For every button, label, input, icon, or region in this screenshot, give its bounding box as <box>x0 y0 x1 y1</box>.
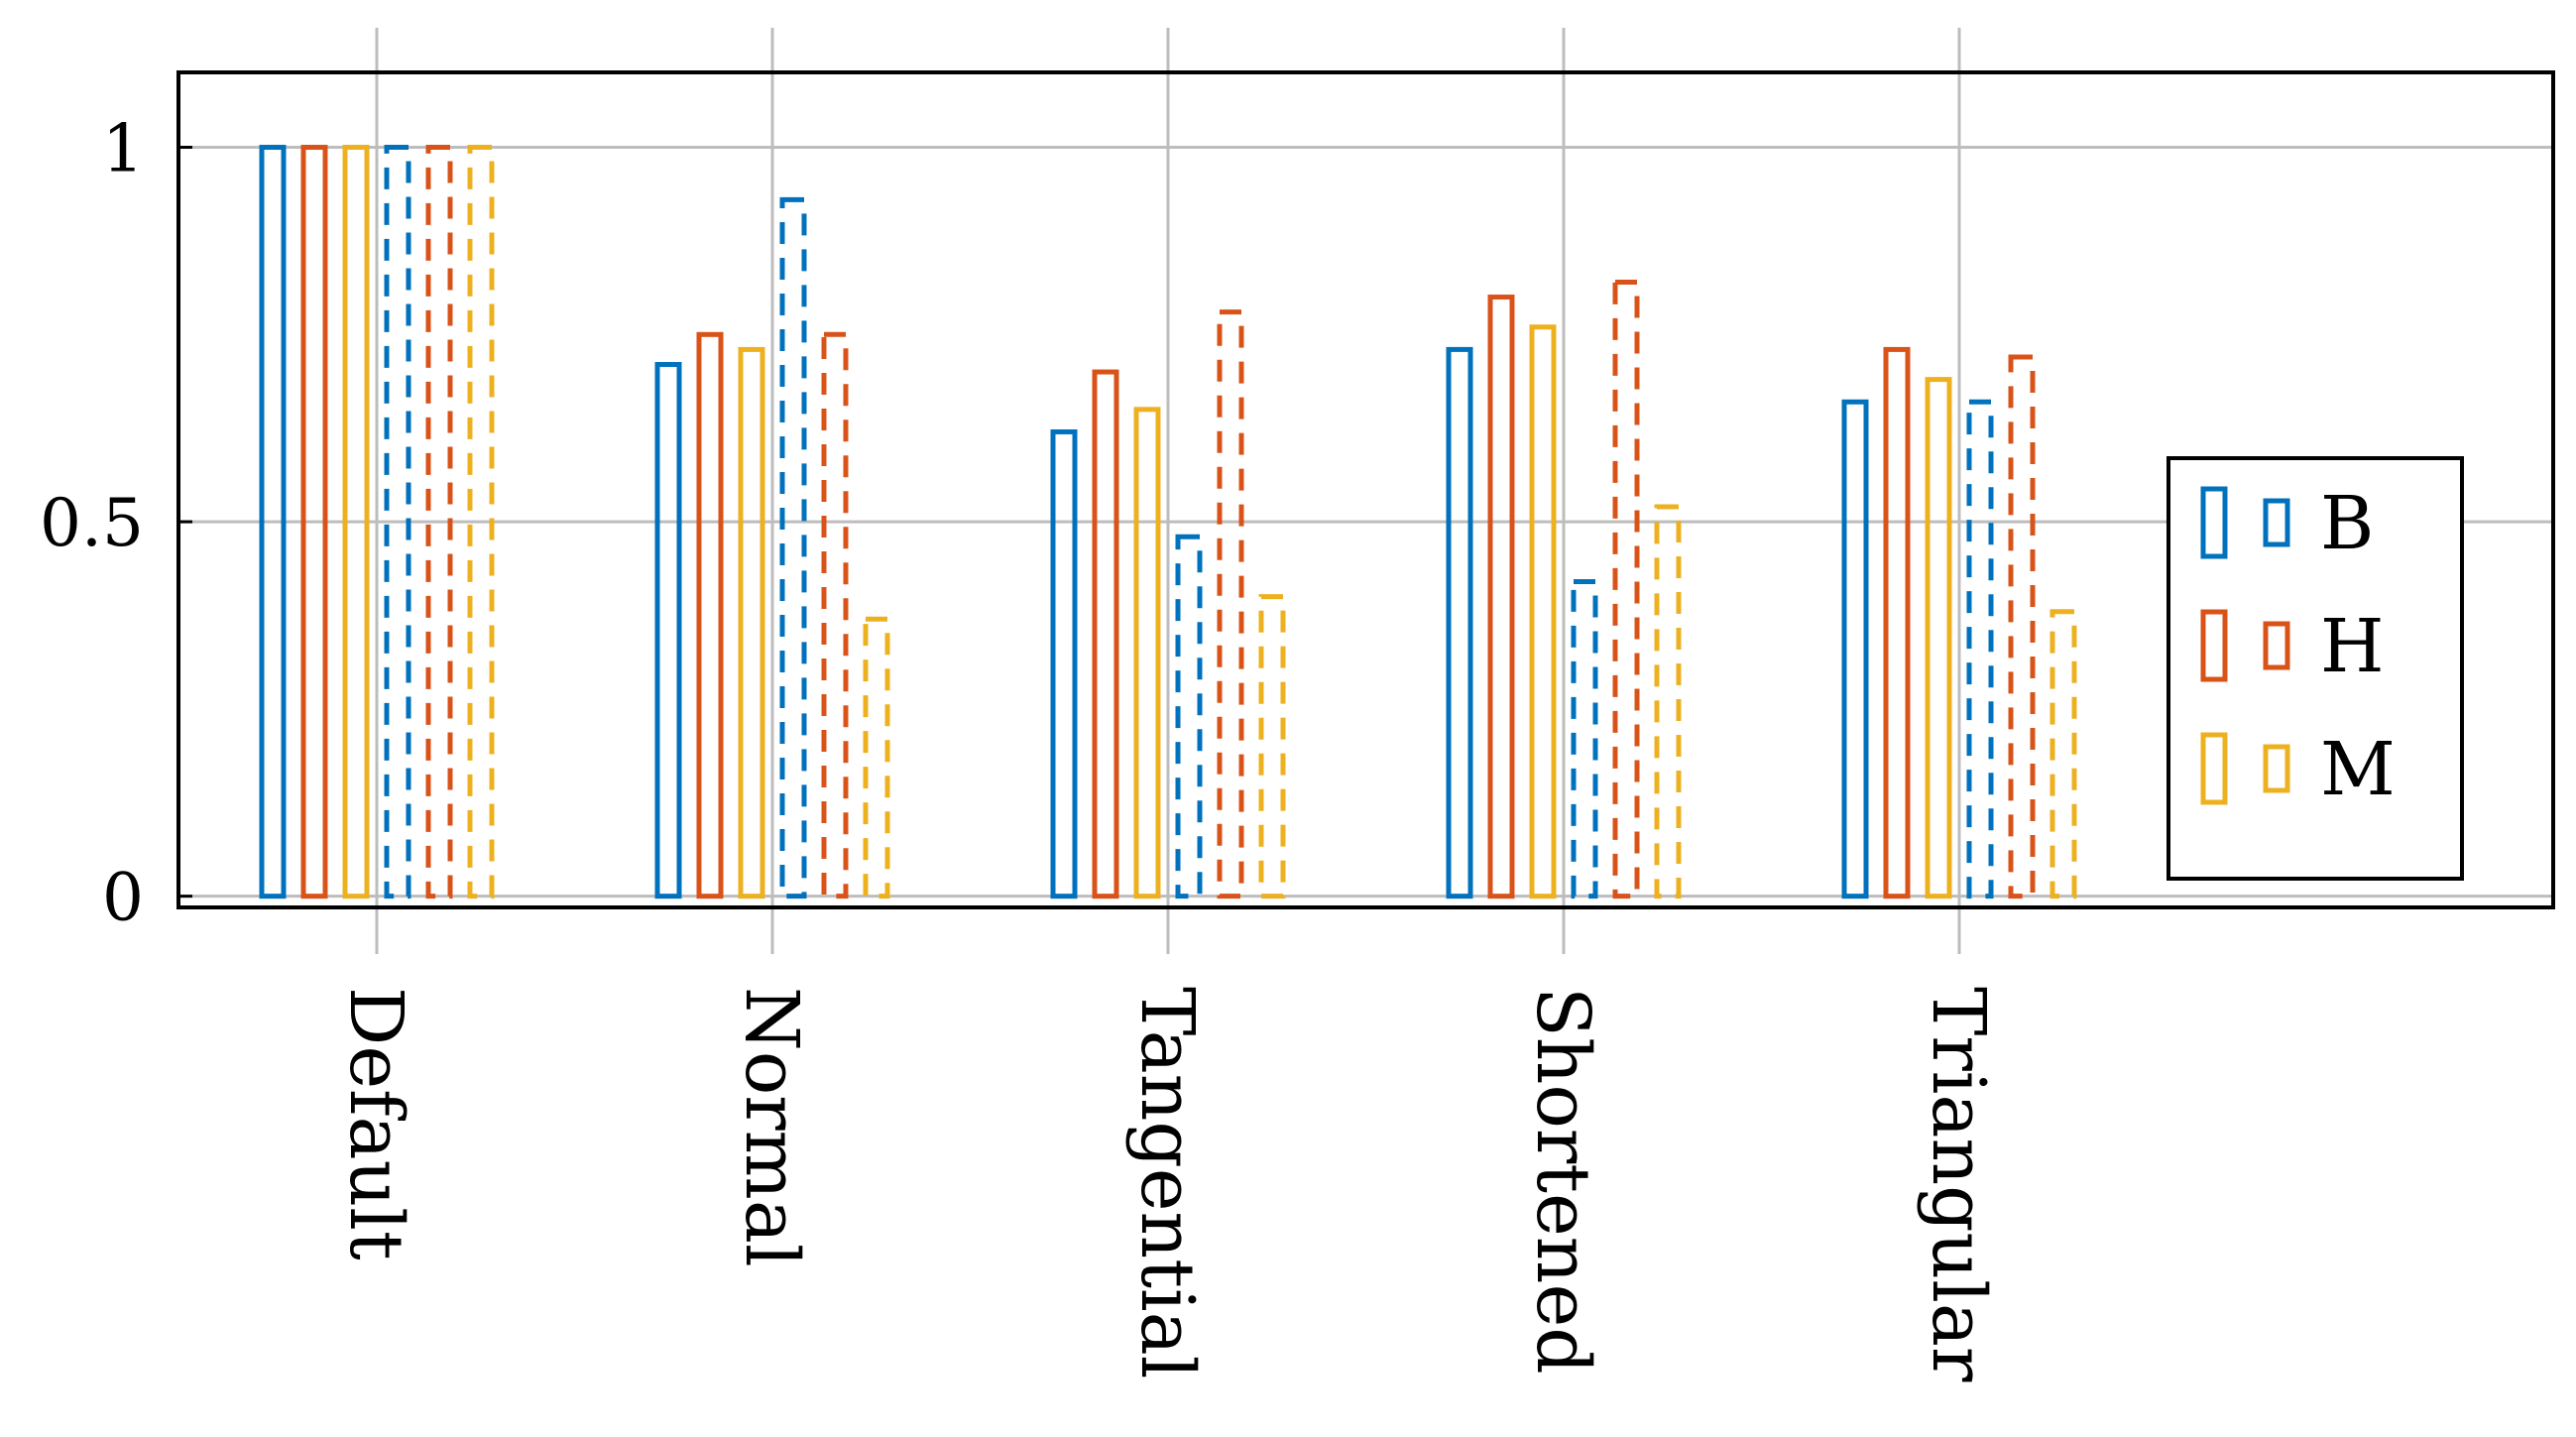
bar-triangular-h-solid <box>1883 346 1911 899</box>
bar-normal-h-solid <box>696 331 724 899</box>
bar-tangential-series-4-dashed <box>1217 309 1244 899</box>
bar-tangential-b-solid <box>1050 428 1078 899</box>
bar-shortened-h-solid <box>1487 295 1515 899</box>
legend-swatch-dashed <box>2263 498 2290 547</box>
bar-normal-series-5-dashed <box>863 616 890 899</box>
bar-shortened-series-3-dashed <box>1571 579 1598 899</box>
legend-swatch-solid <box>2200 732 2228 805</box>
bar-triangular-series-4-dashed <box>2008 354 2036 899</box>
legend-label: H <box>2320 604 2385 689</box>
legend-label: B <box>2320 481 2374 566</box>
bar-tangential-series-3-dashed <box>1175 534 1203 899</box>
legend-label: M <box>2320 727 2396 812</box>
bar-normal-series-4-dashed <box>821 331 849 899</box>
bars <box>259 145 2077 899</box>
x-category-label: Normal <box>729 987 814 1267</box>
bar-default-m-solid <box>342 145 370 899</box>
x-axis-category-labels: Default Normal Tangential Shortened Triangul… <box>333 987 2001 1382</box>
y-tick-label: 0.5 <box>40 485 144 561</box>
bar-shortened-b-solid <box>1446 346 1473 899</box>
bar-shortened-m-solid <box>1529 324 1557 899</box>
y-tick-label: 1 <box>102 111 144 187</box>
bar-default-series-4-dashed <box>425 145 453 899</box>
bar-default-h-solid <box>300 145 328 899</box>
x-category-label: Default <box>333 987 418 1260</box>
bar-shortened-series-4-dashed <box>1612 279 1640 899</box>
legend-swatch-solid <box>2200 609 2228 682</box>
plot-area-border <box>176 70 2555 909</box>
bar-default-b-solid <box>259 145 287 899</box>
bar-triangular-series-3-dashed <box>1966 399 1994 899</box>
bar-triangular-m-solid <box>1925 377 1952 899</box>
bar-tangential-m-solid <box>1133 407 1161 899</box>
x-category-label: Tangential <box>1124 987 1210 1378</box>
grid-lines <box>178 28 2553 954</box>
y-axis-ticks: 00.51 <box>40 111 192 936</box>
bar-normal-series-3-dashed <box>779 196 807 899</box>
bar-default-series-3-dashed <box>384 145 411 899</box>
bar-tangential-h-solid <box>1092 369 1119 899</box>
legend-swatch-solid <box>2200 486 2228 559</box>
bar-triangular-b-solid <box>1841 399 1869 899</box>
legend-swatch-dashed <box>2263 621 2290 670</box>
bar-shortened-series-5-dashed <box>1654 504 1682 899</box>
x-category-label: Shortened <box>1520 987 1605 1375</box>
bar-normal-b-solid <box>654 362 682 899</box>
x-category-label: Triangular <box>1916 987 2001 1382</box>
bar-triangular-series-5-dashed <box>2049 609 2077 899</box>
bar-normal-m-solid <box>738 346 765 899</box>
legend-swatch-dashed <box>2263 744 2290 793</box>
y-tick-label: 0 <box>102 860 144 936</box>
bar-default-series-5-dashed <box>467 145 495 899</box>
legend: BHM <box>2166 456 2464 881</box>
bar-tangential-series-5-dashed <box>1258 594 1286 899</box>
legend-box <box>2166 456 2464 881</box>
